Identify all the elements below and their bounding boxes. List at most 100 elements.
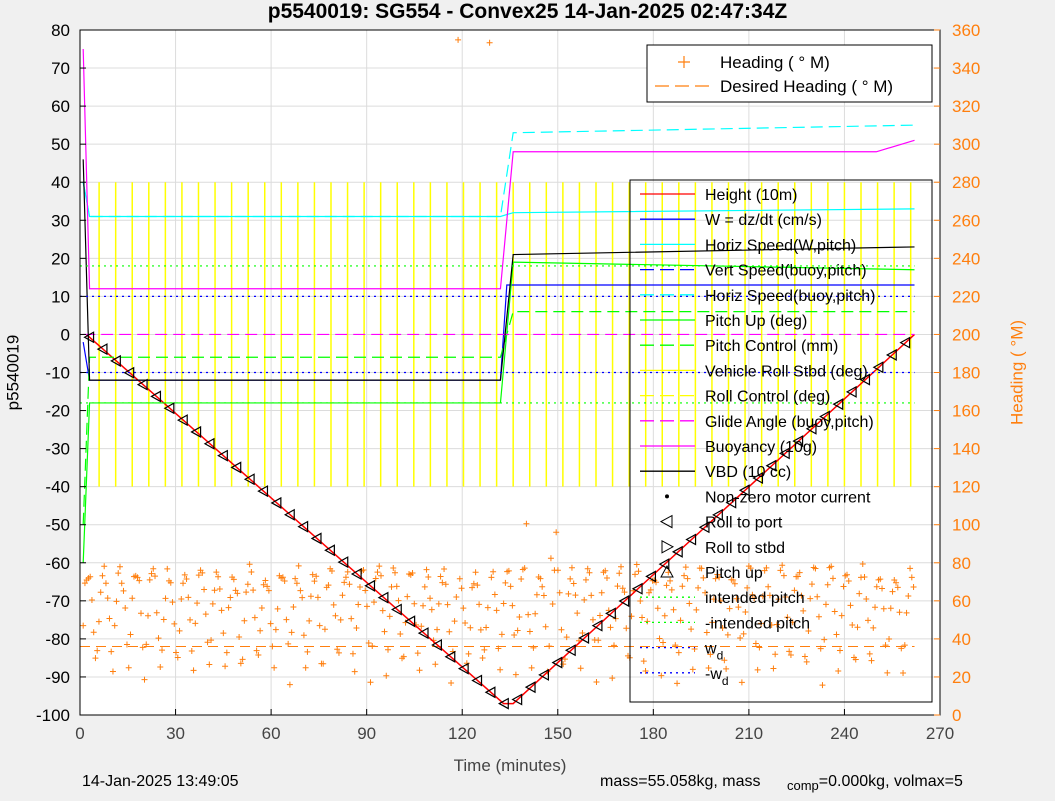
heading-point bbox=[509, 602, 516, 609]
heading-point bbox=[663, 582, 670, 589]
heading-point bbox=[341, 579, 348, 586]
heading-point bbox=[498, 631, 505, 638]
heading-point bbox=[153, 609, 160, 616]
heading-point bbox=[660, 639, 667, 646]
heading-point bbox=[595, 637, 602, 644]
heading-point bbox=[873, 583, 880, 590]
heading-point bbox=[840, 583, 847, 590]
heading-point bbox=[321, 626, 328, 633]
heading-point bbox=[712, 575, 719, 582]
heading-point bbox=[271, 664, 278, 671]
heading-point bbox=[523, 520, 530, 527]
heading-point bbox=[705, 665, 712, 672]
heading-point bbox=[146, 576, 153, 583]
heading-point bbox=[334, 646, 341, 653]
heading-point bbox=[863, 596, 870, 603]
heading-point bbox=[533, 591, 540, 598]
y-tick-label-left: -80 bbox=[45, 630, 70, 649]
heading-point bbox=[882, 642, 889, 649]
roll-marker bbox=[859, 373, 871, 386]
x-tick-label: 270 bbox=[926, 724, 954, 743]
heading-point bbox=[703, 629, 710, 636]
heading-point bbox=[479, 654, 486, 661]
heading-point bbox=[716, 574, 723, 581]
heading-point bbox=[134, 574, 141, 581]
heading-point bbox=[733, 595, 740, 602]
heading-point bbox=[742, 608, 749, 615]
heading-point bbox=[432, 661, 439, 668]
y-tick-label-right: 200 bbox=[952, 325, 980, 344]
heading-point bbox=[870, 624, 877, 631]
heading-point bbox=[477, 626, 484, 633]
heading-point bbox=[668, 586, 675, 593]
heading-point bbox=[586, 569, 593, 576]
main-legend-subscript: d bbox=[717, 649, 724, 663]
heading-point bbox=[208, 637, 215, 644]
heading-point bbox=[670, 606, 677, 613]
heading-point bbox=[258, 605, 265, 612]
roll-marker bbox=[431, 638, 442, 651]
heading-point bbox=[574, 610, 581, 617]
roll-marker bbox=[444, 650, 456, 663]
heading-point bbox=[237, 660, 244, 667]
heading-point bbox=[556, 589, 563, 596]
roll-marker bbox=[551, 656, 563, 669]
main-legend-box bbox=[629, 179, 933, 703]
y-tick-label-right: 100 bbox=[952, 516, 980, 535]
heading-point bbox=[635, 568, 642, 575]
heading-point bbox=[540, 592, 547, 599]
heading-point bbox=[122, 605, 129, 612]
heading-point bbox=[730, 576, 737, 583]
roll-marker bbox=[310, 532, 322, 545]
heading-point bbox=[372, 575, 379, 582]
heading-point bbox=[610, 642, 617, 649]
heading-point bbox=[250, 587, 257, 594]
heading-point bbox=[843, 571, 850, 578]
roll-marker bbox=[270, 496, 282, 509]
roll-marker bbox=[845, 385, 857, 398]
heading-point bbox=[404, 593, 411, 600]
heading-point bbox=[332, 612, 339, 619]
heading-point bbox=[854, 624, 861, 631]
roll-marker bbox=[765, 459, 777, 472]
roll-marker bbox=[538, 668, 549, 681]
roll-marker bbox=[591, 619, 603, 632]
roll-marker bbox=[698, 521, 710, 534]
heading-point bbox=[849, 621, 856, 628]
heading-point bbox=[292, 575, 299, 582]
heading-point bbox=[248, 569, 255, 576]
heading-point bbox=[241, 617, 248, 624]
heading-point bbox=[316, 622, 323, 629]
x-tick-label: 210 bbox=[735, 724, 763, 743]
roll-marker bbox=[190, 425, 202, 438]
heading-point bbox=[614, 583, 621, 590]
heading-point bbox=[908, 574, 915, 581]
heading-point bbox=[136, 577, 143, 584]
heading-point bbox=[337, 616, 344, 623]
heading-point bbox=[190, 667, 197, 674]
heading-point bbox=[342, 574, 349, 581]
main-legend-label: Horiz Speed(buoy,pitch) bbox=[705, 288, 875, 305]
main-legend-label: Glide Angle (buoy,pitch) bbox=[705, 414, 874, 431]
heading-point bbox=[362, 587, 369, 594]
heading-point bbox=[202, 611, 209, 618]
heading-point bbox=[246, 561, 253, 568]
roll-marker bbox=[163, 402, 175, 415]
heading-point bbox=[285, 640, 292, 647]
heading-point bbox=[558, 626, 565, 633]
heading-legend-label: Heading ( ° M) bbox=[720, 53, 830, 72]
roll-marker bbox=[752, 471, 764, 485]
heading-point bbox=[803, 658, 810, 665]
heading-point bbox=[379, 607, 386, 614]
heading-point bbox=[418, 623, 425, 630]
heading-point bbox=[173, 649, 180, 656]
heading-point bbox=[104, 595, 111, 602]
heading-point bbox=[584, 565, 591, 572]
heading-point bbox=[514, 627, 521, 634]
heading-point bbox=[880, 605, 887, 612]
heading-point bbox=[868, 657, 875, 664]
roll-marker bbox=[417, 627, 429, 640]
heading-point bbox=[234, 590, 241, 597]
heading-point bbox=[682, 564, 689, 571]
heading-point bbox=[721, 657, 728, 664]
